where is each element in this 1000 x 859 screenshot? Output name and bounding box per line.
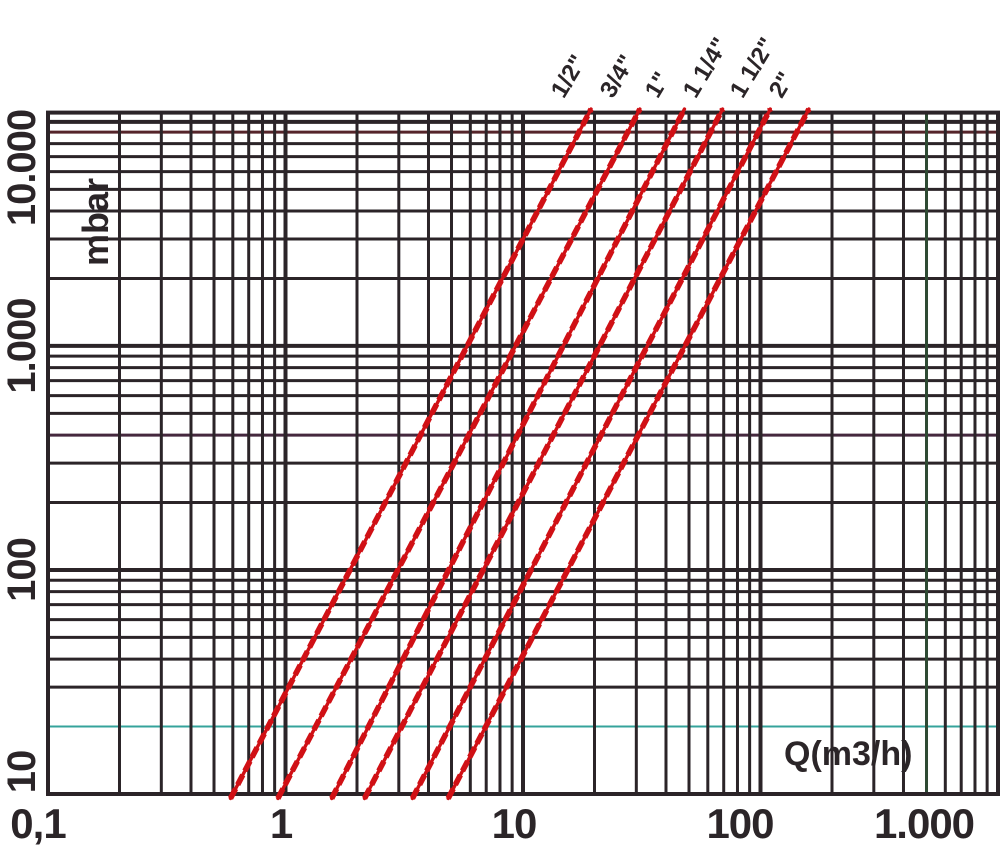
series-line-1-1-4- [362,107,726,801]
series-line-2- [445,107,812,801]
grid-lines [46,112,998,796]
x-tick-1000: 1.000 [873,800,975,847]
x-tick-10: 10 [491,800,538,847]
x-axis-title: Q(m3/h) [784,735,913,773]
plot-frame [46,110,1000,797]
series-line-1-2- [228,107,594,801]
y-tick-100: 100 [0,538,44,602]
y-tick-10000: 10.000 [0,109,44,227]
x-tick-100: 100 [706,800,774,847]
series-line-1- [329,107,687,801]
x-tick-1: 1 [269,800,293,847]
y-tick-1000: 1.000 [0,298,44,394]
x-tick-0-1: 0,1 [10,800,66,847]
series-line-1-1-2- [409,107,773,801]
series-line-3-4- [275,107,643,801]
y-axis-unit-label: mbar [75,177,116,267]
